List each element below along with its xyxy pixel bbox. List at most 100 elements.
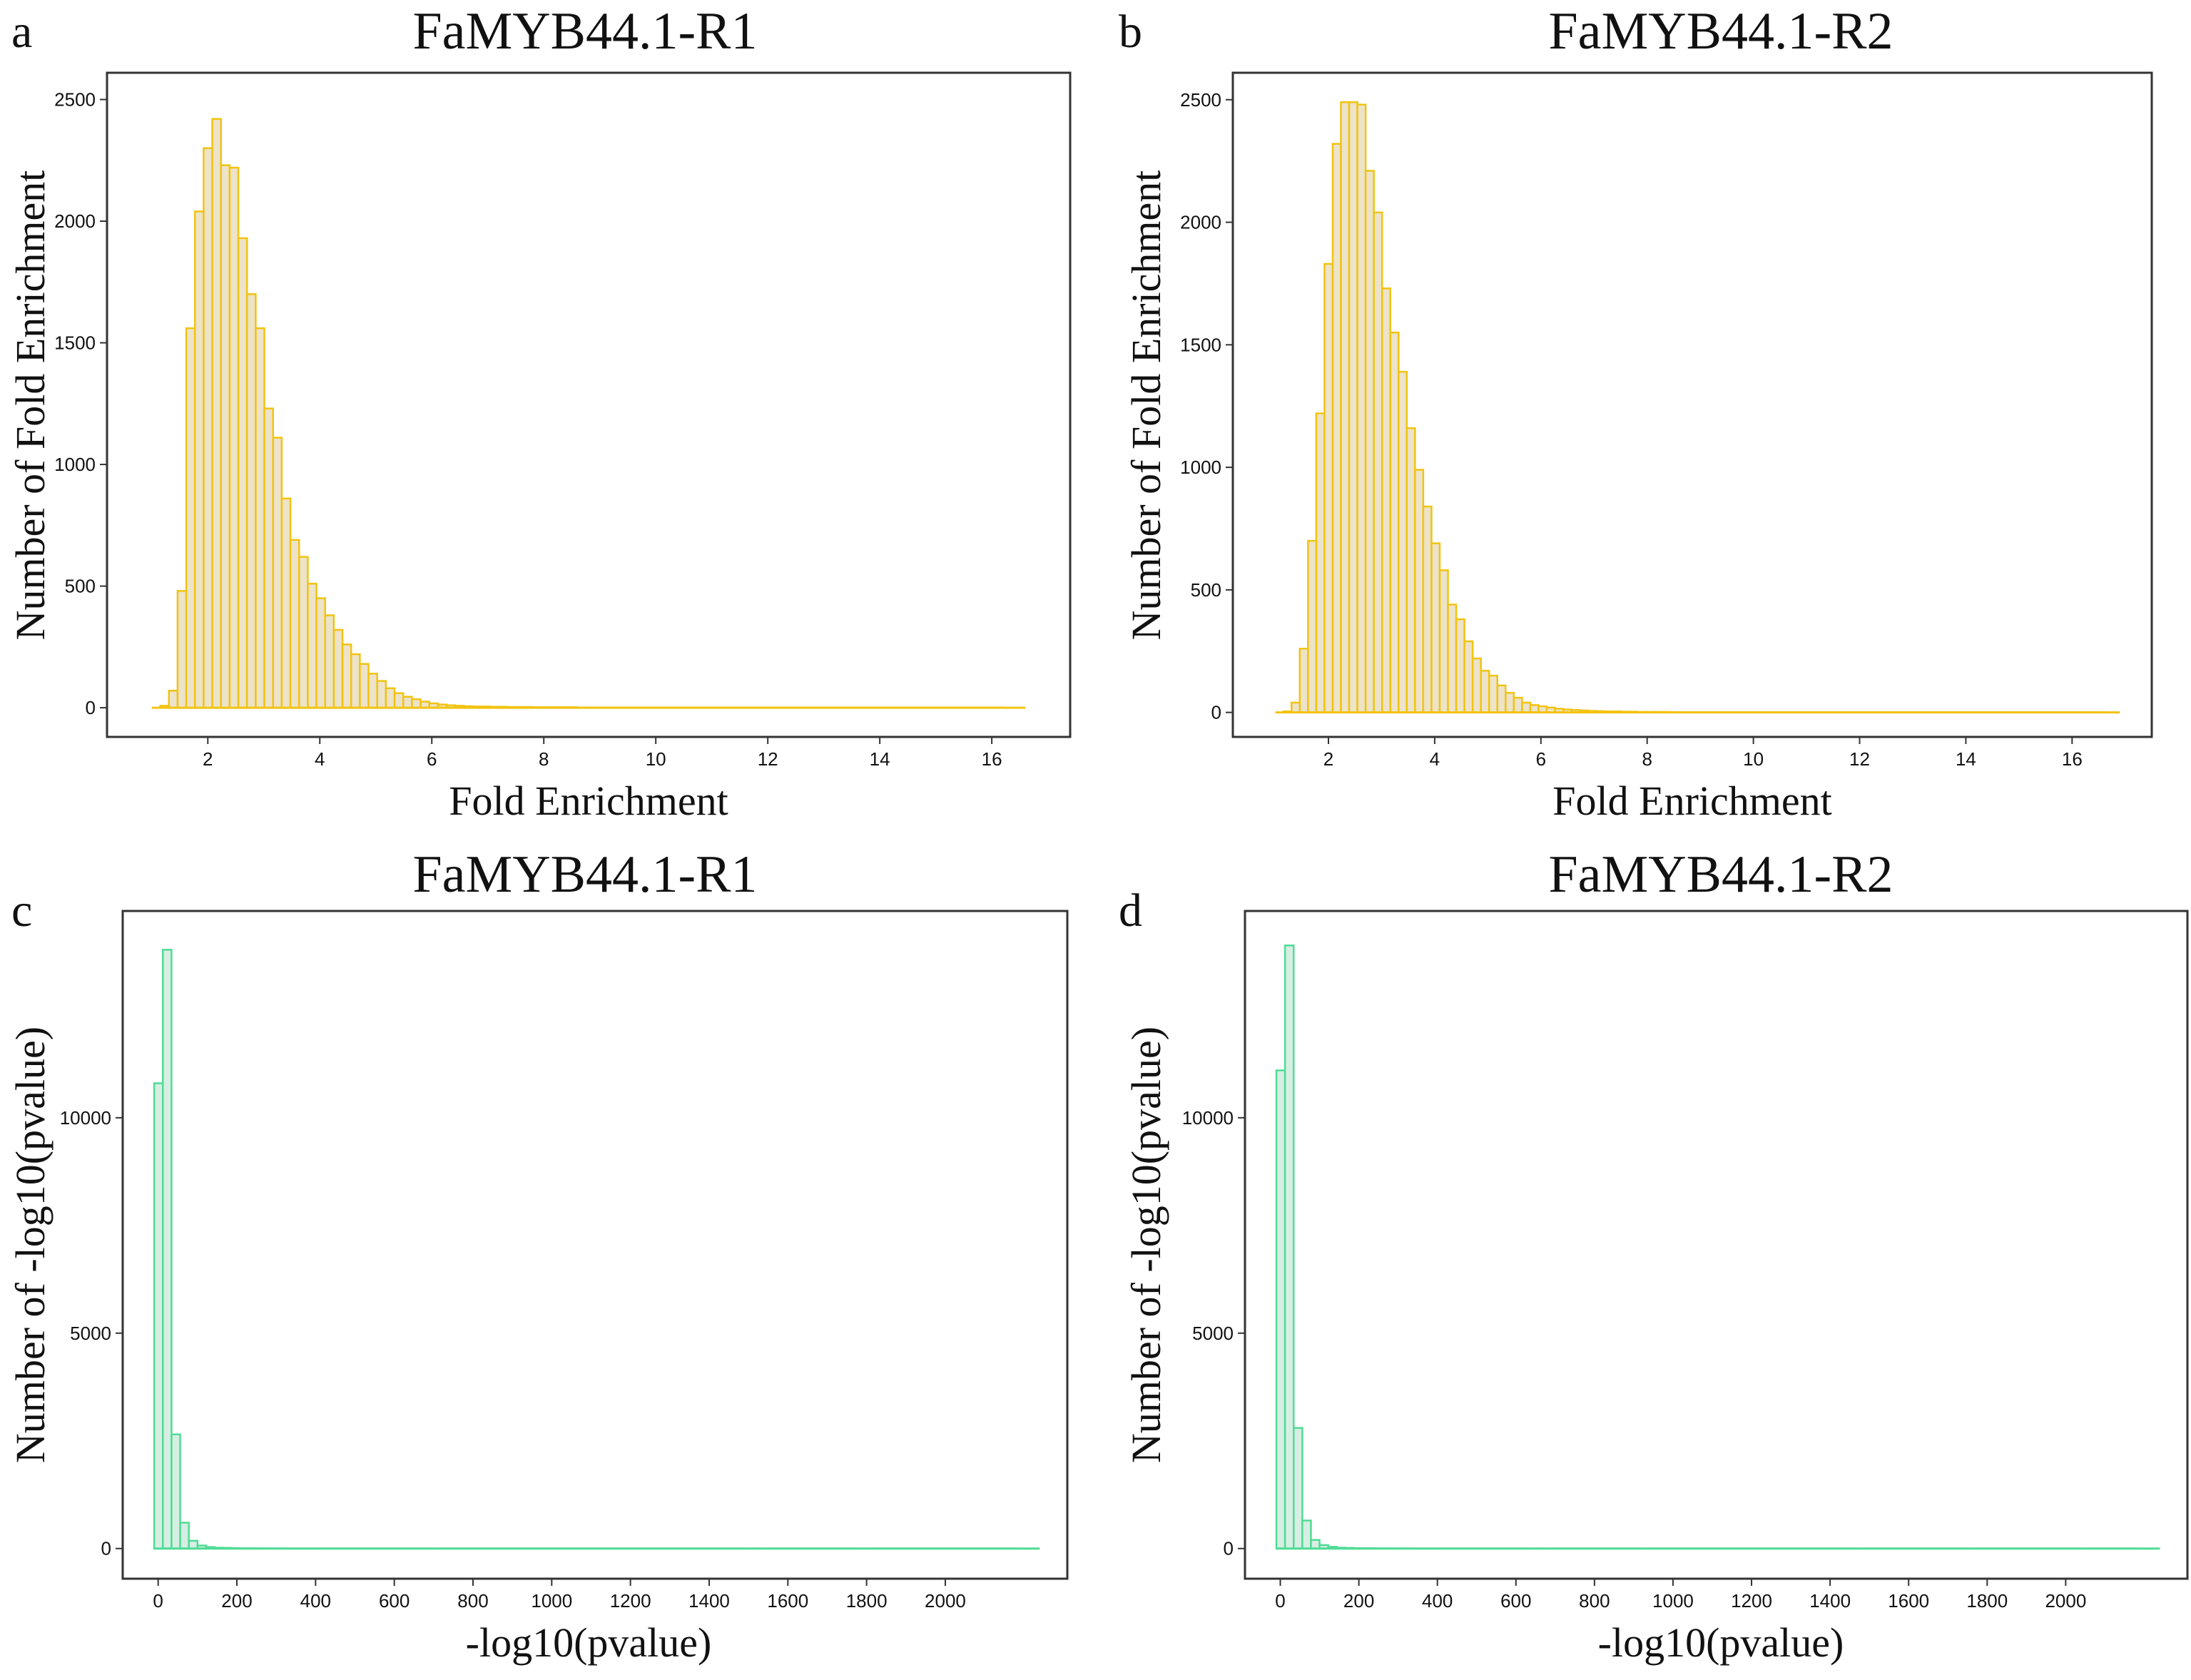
- histogram-bar: [153, 1082, 164, 1549]
- histogram-bar: [393, 692, 405, 709]
- histogram-bar: [1505, 691, 1515, 713]
- x-tick-label: 6: [1536, 748, 1546, 770]
- chart-title: FaMYB44.1-R1: [412, 845, 757, 904]
- histogram-bar: [289, 539, 300, 709]
- x-tick-label: 600: [1500, 1590, 1531, 1612]
- histogram-bar: [168, 689, 179, 709]
- y-tick-label: 1000: [54, 454, 96, 475]
- histogram-bars: [159, 118, 1003, 709]
- y-tick-label: 2000: [54, 210, 96, 232]
- x-tick-label: 6: [427, 748, 437, 770]
- histogram-bar: [1293, 1427, 1303, 1549]
- x-axis-title: Fold Enrichment: [1552, 778, 1831, 824]
- x-tick-label: 12: [1849, 748, 1870, 770]
- histogram-bar: [1356, 103, 1367, 713]
- y-tick-label: 1000: [1180, 457, 1221, 478]
- histogram-bar: [350, 653, 361, 709]
- histogram-bar: [1283, 945, 1295, 1549]
- x-tick-label: 1000: [531, 1590, 572, 1612]
- x-tick-label: 10: [646, 748, 666, 770]
- plot-frame: [1231, 71, 2153, 738]
- histogram-bar: [1529, 704, 1540, 713]
- x-axis-title: -log10(pvalue): [466, 1619, 712, 1666]
- chart-title: FaMYB44.1-R2: [1548, 2, 1893, 61]
- histogram-bar: [298, 556, 309, 709]
- histogram-bar: [1291, 701, 1301, 713]
- x-tick-label: 1800: [846, 1590, 888, 1612]
- histogram-bar: [1438, 569, 1449, 713]
- histogram-bar: [402, 696, 413, 709]
- x-tick-label: 1400: [1809, 1590, 1851, 1612]
- histogram-bar: [1340, 101, 1351, 713]
- y-tick-label: 0: [86, 697, 96, 718]
- x-tick-label: 200: [221, 1590, 252, 1612]
- x-tick-label: 0: [1275, 1590, 1285, 1612]
- histogram-bar: [1315, 412, 1326, 713]
- x-tick-label: 16: [2062, 748, 2083, 770]
- histogram-bar: [162, 949, 173, 1549]
- histogram-bar: [193, 210, 205, 709]
- histogram-bar: [307, 582, 317, 709]
- histogram-bar: [1275, 1069, 1286, 1549]
- histogram-bar: [1513, 696, 1523, 713]
- histogram-bar: [228, 166, 240, 709]
- histogram-bars: [153, 949, 1022, 1549]
- histogram-bar: [376, 680, 387, 709]
- x-axis-title: -log10(pvalue): [1598, 1619, 1844, 1666]
- histogram-bar: [255, 327, 265, 709]
- x-tick-label: 2: [203, 748, 213, 770]
- histogram-bar: [176, 590, 188, 709]
- plot-frame: [121, 910, 1069, 1580]
- panel-b: b FaMYB44.1-R2 2 4 6 8 10 12 14 16 0 500 1000 1500 200…: [1119, 2, 2153, 824]
- y-tick-label: 5000: [70, 1323, 111, 1344]
- x-tick-label: 8: [1642, 748, 1652, 770]
- x-tick-label: 4: [315, 748, 325, 770]
- plot-frame: [1244, 910, 2189, 1580]
- histogram-bar: [263, 407, 274, 709]
- y-tick-label: 5000: [1192, 1323, 1234, 1344]
- x-tick-label: 1600: [767, 1590, 808, 1612]
- panel-d: d FaMYB44.1-R2 0 200 400 600 800 1000 1200 1400 16…: [1119, 845, 2189, 1666]
- x-tick-label: 2000: [2045, 1590, 2086, 1612]
- y-tick-label: 10000: [1182, 1107, 1234, 1129]
- y-tick-label: 0: [101, 1538, 111, 1559]
- histogram-bar: [359, 663, 370, 709]
- histogram-bar: [237, 237, 248, 709]
- x-tick-label: 14: [870, 748, 890, 770]
- y-axis-title: Number of Fold Enrichment: [1123, 170, 1169, 641]
- histogram-bar: [1463, 640, 1474, 713]
- histogram-bar: [179, 1522, 190, 1549]
- chart-title: FaMYB44.1-R1: [412, 2, 757, 61]
- histogram-bar: [1447, 604, 1458, 713]
- y-tick-label: 1500: [1180, 334, 1221, 355]
- histogram-bar: [1298, 648, 1309, 713]
- histogram-bar: [1307, 539, 1318, 713]
- histogram-bar: [1496, 684, 1507, 713]
- y-tick-label: 10000: [60, 1107, 111, 1129]
- y-tick-label: 2500: [54, 89, 96, 111]
- histogram-bar: [315, 597, 326, 709]
- y-tick-label: 500: [1191, 579, 1221, 601]
- histogram-bar: [272, 437, 283, 709]
- histogram-bar: [411, 698, 422, 709]
- histogram-bar: [1348, 101, 1358, 713]
- histogram-bar: [220, 164, 231, 709]
- x-tick-label: 0: [153, 1590, 163, 1612]
- x-tick-label: 1600: [1888, 1590, 1929, 1612]
- x-tick-label: 1000: [1652, 1590, 1694, 1612]
- histogram-bar: [1422, 505, 1433, 713]
- panel-letter: d: [1119, 885, 1142, 937]
- histogram-bar: [245, 293, 257, 709]
- x-tick-label: 400: [1422, 1590, 1453, 1612]
- histogram-bar: [1373, 211, 1383, 713]
- x-tick-label: 12: [758, 748, 778, 770]
- histogram-bar: [1414, 469, 1425, 713]
- panel-letter: c: [11, 885, 32, 937]
- histogram-bar: [1301, 1519, 1312, 1549]
- histogram-bar: [280, 497, 292, 709]
- y-tick-label: 0: [1211, 702, 1221, 723]
- x-tick-label: 1400: [688, 1590, 730, 1612]
- x-tick-label: 800: [457, 1590, 488, 1612]
- x-tick-label: 1200: [610, 1590, 651, 1612]
